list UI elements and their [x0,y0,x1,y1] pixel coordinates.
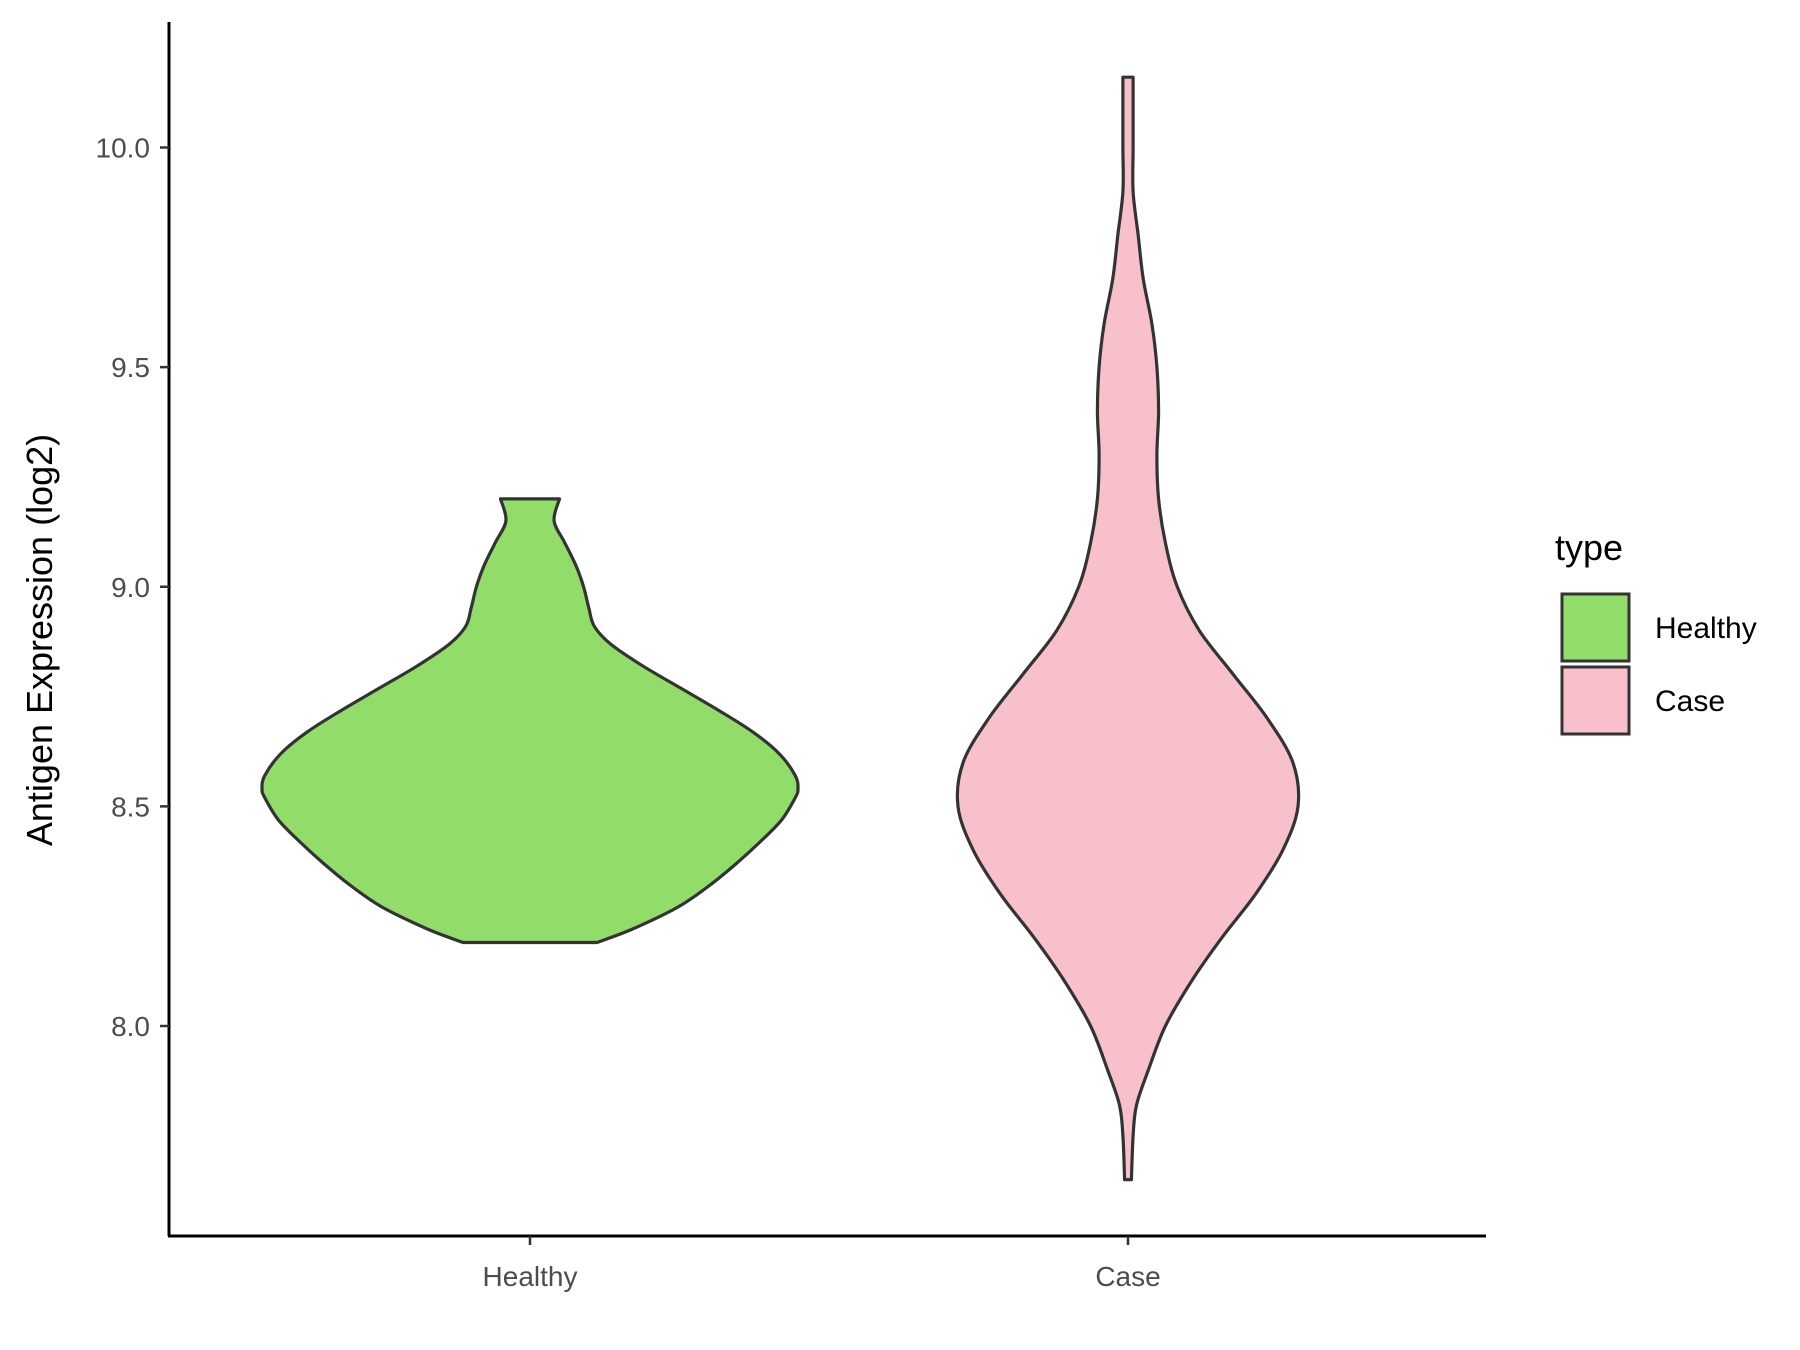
y-tick-label: 8.0 [111,1011,150,1042]
x-tick-label: Healthy [483,1261,578,1292]
y-tick-label: 8.5 [111,791,150,822]
x-axis-ticks: Healthy Case [483,1236,1161,1292]
y-tick-label: 9.0 [111,572,150,603]
y-tick-label: 10.0 [96,133,151,164]
legend: type Healthy Case [1555,527,1757,736]
violin-case [955,75,1301,1182]
violin-healthy [260,497,800,945]
violin-layer [260,75,1301,1182]
y-axis-ticks: 8.0 8.5 9.0 9.5 10.0 [96,133,169,1042]
legend-title: type [1555,527,1623,568]
y-axis-title: Antigen Expression (log2) [19,434,60,846]
legend-swatch-healthy [1560,592,1631,663]
legend-swatch-case [1560,665,1631,736]
legend-label-case: Case [1655,685,1725,718]
legend-label-healthy: Healthy [1655,612,1757,645]
x-tick-label: Case [1095,1261,1160,1292]
y-tick-label: 9.5 [111,352,150,383]
